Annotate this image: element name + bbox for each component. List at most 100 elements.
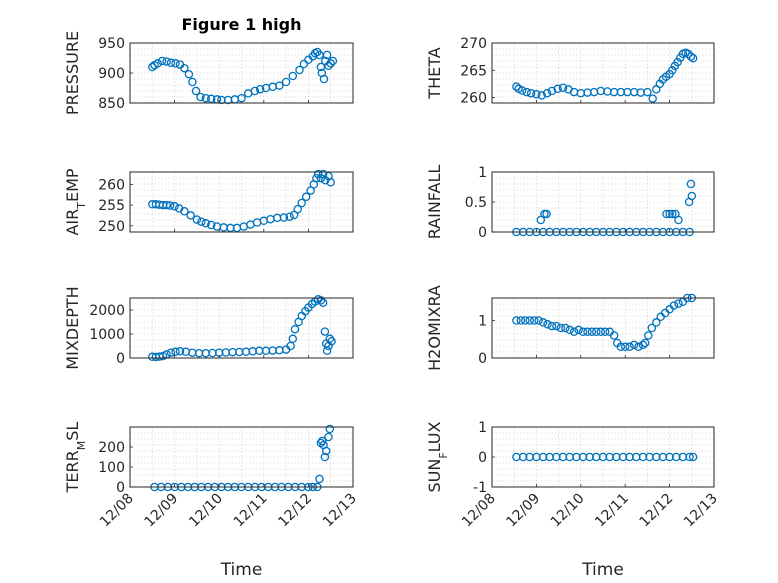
panel-pressure-point	[184, 69, 194, 79]
panel-theta-ylabel: THETA	[425, 47, 444, 99]
panel-pressure-point	[319, 74, 329, 84]
panel-rainfall-point	[687, 191, 697, 201]
panel-pressure-point	[255, 84, 265, 94]
panel-mixdepth-point	[325, 334, 335, 344]
panel-pressure-point	[295, 65, 304, 75]
panel-air-temp-ytick-label: 260	[98, 177, 125, 193]
panel-terr-msl-ytick-label: 200	[98, 440, 125, 456]
panel-h2omixra-point	[543, 320, 552, 329]
panel-mixdepth-ytick-label: 1000	[89, 327, 125, 343]
panel-h2omixra-point	[609, 331, 619, 340]
panel-sun-flux-point	[688, 452, 698, 462]
panel-h2omixra-point	[521, 316, 530, 325]
panel-air-temp-point	[285, 212, 294, 221]
panel-mixdepth-ytick-label: 0	[116, 351, 125, 367]
panel-mixdepth-point	[175, 347, 185, 356]
panel-mixdepth-point	[290, 324, 300, 334]
panel-theta-point	[643, 87, 652, 97]
panel-pressure-point	[250, 86, 260, 96]
panel-pressure: 850 900 950 PRESSURE Figure 1 high	[63, 15, 354, 115]
panel-terr-msl-xtick-label: 12/10	[186, 491, 226, 531]
panel-pressure-point	[188, 77, 197, 87]
panel-h2omixra-point	[634, 342, 643, 352]
panel-sun-flux-xtick-label: 12/12	[637, 491, 677, 531]
panel-h2omixra-point	[525, 316, 534, 325]
panel-theta-axes-box	[491, 42, 715, 104]
panel-sun-flux-ytick-label: -1	[473, 480, 487, 496]
panel-air-temp-point	[316, 173, 326, 183]
panel-h2omixra: 0 1 H2OMIXRA	[425, 285, 715, 371]
panel-theta-point	[558, 83, 568, 92]
panel-terr-msl-point	[317, 436, 327, 446]
panel-theta-ytick-label: 270	[460, 36, 487, 52]
panel-pressure-point	[157, 56, 167, 66]
panel-theta-point	[517, 86, 527, 95]
panel-h2omixra-point	[565, 325, 574, 335]
panel-sun-flux-xlabel: Time	[581, 560, 624, 580]
panel-h2omixra-point	[620, 342, 630, 352]
panel-h2omixra-point	[625, 342, 634, 352]
panel-rainfall-point	[674, 215, 683, 225]
panel-mixdepth-point	[327, 336, 336, 346]
panel-mixdepth-point	[316, 296, 326, 305]
panel-theta-point	[512, 82, 521, 91]
panel-air-temp-point	[170, 202, 179, 211]
panel-air-temp-point	[197, 217, 206, 226]
figure-title: Figure 1 high	[182, 15, 302, 34]
panel-mixdepth-point	[171, 347, 180, 357]
panel-air-temp-ytick-label: 250	[98, 219, 125, 235]
panel-h2omixra-point	[583, 327, 592, 337]
panel-pressure-point	[288, 71, 298, 81]
panel-mixdepth-axes-box	[129, 297, 354, 359]
panel-terr-msl-point	[320, 452, 330, 462]
panel-theta-point	[537, 91, 546, 100]
panel-theta-point	[526, 88, 536, 98]
panel-sun-flux-ytick-label: 0	[478, 450, 487, 466]
panel-air-temp-point	[279, 213, 289, 222]
panel-theta-point	[522, 87, 531, 97]
panel-h2omixra-point	[652, 318, 661, 327]
panel-mixdepth: 0 1000 2000 MIXDEPTH	[63, 286, 354, 370]
panel-pressure-point	[162, 57, 171, 66]
panel-h2omixra-point	[512, 316, 521, 325]
panel-air-temp-point	[162, 200, 171, 210]
panel-sun-flux-xtick-label: 12/10	[548, 491, 588, 531]
panel-h2omixra-ytick-label: 0	[478, 351, 487, 367]
panel-theta-point	[532, 90, 541, 99]
panel-sun-flux-point	[685, 452, 694, 462]
panel-air-temp-point	[192, 215, 202, 224]
panel-h2omixra-ylabel: H2OMIXRA	[425, 285, 444, 371]
panel-sun-flux-xtick-label: 12/11	[592, 491, 632, 531]
panel-pressure-ytick-label: 850	[98, 96, 125, 112]
panel-h2omixra-point	[600, 327, 610, 337]
panel-rainfall-point	[542, 209, 551, 219]
panel-rainfall-point	[662, 209, 671, 219]
panel-theta-point	[683, 49, 693, 59]
panel-h2omixra-point	[578, 327, 588, 337]
panel-air-temp-axes-box	[129, 171, 354, 233]
panel-h2omixra-point	[574, 325, 583, 335]
panel-sun-flux-xtick-label: 12/08	[459, 491, 499, 531]
panel-sun-flux-xtick-label: 12/13	[681, 491, 721, 531]
panel-sun-flux-ytick-label: 1	[478, 420, 487, 436]
panel-air-temp-point	[293, 204, 302, 214]
panel-terr-msl-xtick-label: 12/13	[320, 491, 360, 531]
panel-terr-msl-point	[315, 474, 324, 484]
panel-h2omixra-point	[629, 340, 639, 350]
panel-pressure-point	[201, 93, 211, 103]
panel-h2omixra-point	[647, 323, 657, 333]
panel-pressure-point	[191, 86, 201, 96]
panel-terr-msl-point	[321, 446, 331, 456]
panel-pressure-point	[281, 77, 291, 87]
panel-pressure-point	[166, 58, 176, 68]
panel-air-temp-point	[206, 220, 216, 230]
panel-theta-point	[686, 52, 696, 61]
panel-h2omixra-point	[561, 323, 570, 333]
panel-h2omixra-point	[516, 316, 526, 325]
panel-air-temp-ytick-label: 255	[98, 198, 125, 214]
panel-rainfall-point	[686, 179, 696, 189]
panel-pressure-point	[275, 81, 284, 90]
panel-rainfall-ytick-label: 0.5	[465, 195, 487, 211]
panel-mixdepth-point	[288, 334, 298, 344]
